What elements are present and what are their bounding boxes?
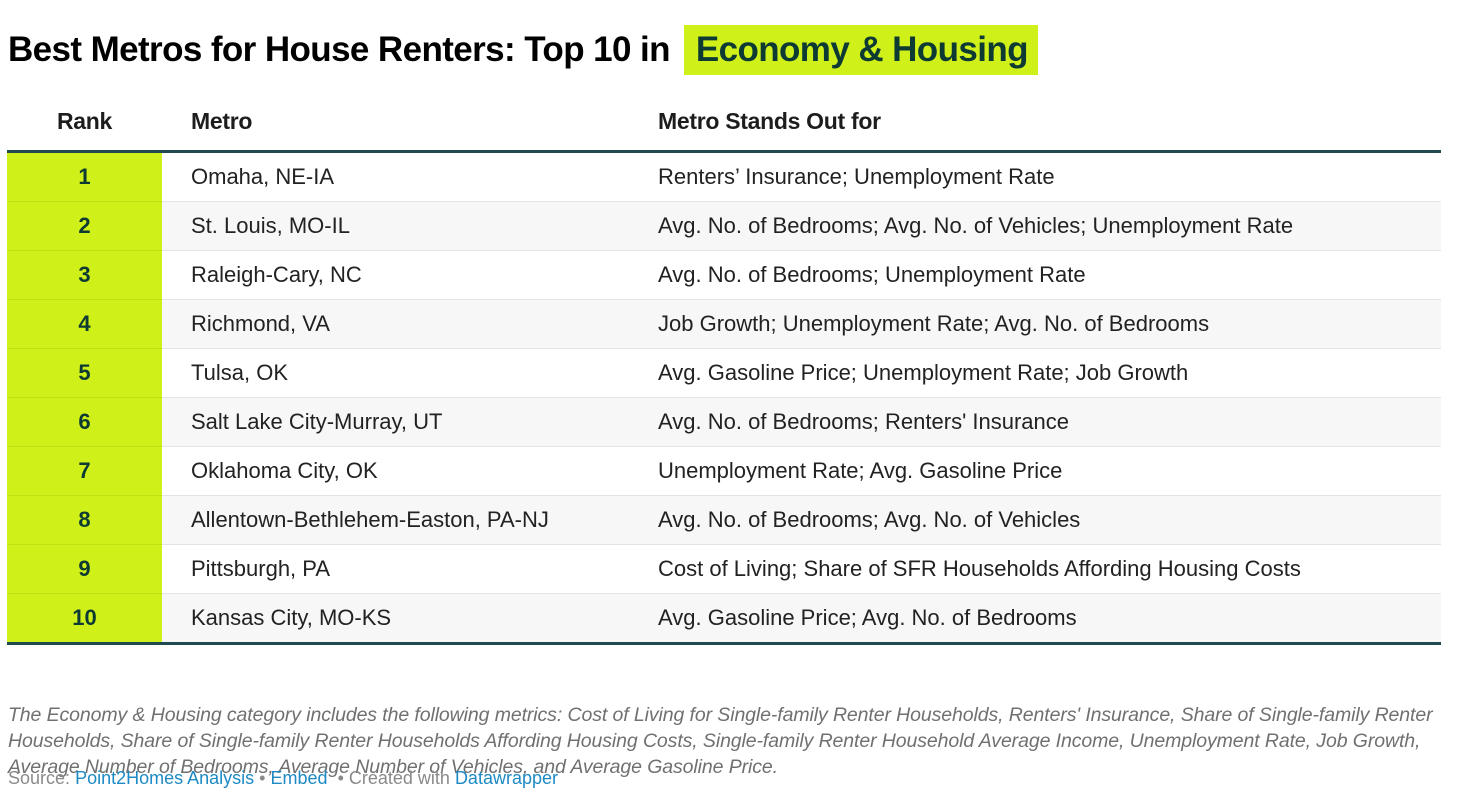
stands-out-cell: Job Growth; Unemployment Rate; Avg. No. … <box>628 299 1441 349</box>
title-prefix: Best Metros for House Renters: Top 10 in <box>8 30 670 70</box>
stands-out-cell: Avg. No. of Bedrooms; Avg. No. of Vehicl… <box>628 201 1441 251</box>
table-row: 3 Raleigh-Cary, NC Avg. No. of Bedrooms;… <box>7 250 1441 300</box>
stands-out-cell: Avg. Gasoline Price; Avg. No. of Bedroom… <box>628 593 1441 645</box>
rank-cell: 4 <box>7 299 162 349</box>
table-row: 9 Pittsburgh, PA Cost of Living; Share o… <box>7 544 1441 594</box>
rank-cell: 10 <box>7 593 162 645</box>
table-row: 6 Salt Lake City-Murray, UT Avg. No. of … <box>7 397 1441 447</box>
table-row: 8 Allentown-Bethlehem-Easton, PA-NJ Avg.… <box>7 495 1441 545</box>
datawrapper-link[interactable]: Datawrapper <box>454 768 558 788</box>
stands-out-cell: Unemployment Rate; Avg. Gasoline Price <box>628 446 1441 496</box>
stands-out-cell: Renters’ Insurance; Unemployment Rate <box>628 151 1441 202</box>
rank-cell: 9 <box>7 544 162 594</box>
rank-cell: 2 <box>7 201 162 251</box>
metro-cell: Omaha, NE-IA <box>162 151 628 202</box>
metro-cell: St. Louis, MO-IL <box>162 201 628 251</box>
stands-out-cell: Avg. Gasoline Price; Unemployment Rate; … <box>628 348 1441 398</box>
column-header-stands-out-for[interactable]: Metro Stands Out for <box>628 92 1441 153</box>
table-row: 4 Richmond, VA Job Growth; Unemployment … <box>7 299 1441 349</box>
rank-cell: 3 <box>7 250 162 300</box>
title-category-highlight: Economy & Housing <box>683 25 1038 76</box>
methodology-notes: The Economy & Housing category includes … <box>8 703 1433 778</box>
footer: Source: Point2Homes Analysis • Embed • C… <box>8 768 558 789</box>
source-label: Source: <box>8 768 71 788</box>
metro-cell: Tulsa, OK <box>162 348 628 398</box>
stands-out-cell: Avg. No. of Bedrooms; Unemployment Rate <box>628 250 1441 300</box>
chart-title: Best Metros for House Renters: Top 10 in… <box>8 25 1038 76</box>
created-with-label: • Created with <box>337 768 450 788</box>
rank-cell: 6 <box>7 397 162 447</box>
ranking-table: Rank Metro Metro Stands Out for 1 Omaha,… <box>7 92 1441 645</box>
table-row: 7 Oklahoma City, OK Unemployment Rate; A… <box>7 446 1441 496</box>
column-header-metro[interactable]: Metro <box>162 92 628 153</box>
rank-cell: 8 <box>7 495 162 545</box>
table-row: 2 St. Louis, MO-IL Avg. No. of Bedrooms;… <box>7 201 1441 251</box>
metro-cell: Raleigh-Cary, NC <box>162 250 628 300</box>
metro-cell: Allentown-Bethlehem-Easton, PA-NJ <box>162 495 628 545</box>
separator-dot: • <box>259 768 266 788</box>
metro-cell: Richmond, VA <box>162 299 628 349</box>
table-row: 10 Kansas City, MO-KS Avg. Gasoline Pric… <box>7 593 1441 645</box>
metro-cell: Kansas City, MO-KS <box>162 593 628 645</box>
stands-out-cell: Avg. No. of Bedrooms; Avg. No. of Vehicl… <box>628 495 1441 545</box>
stands-out-cell: Avg. No. of Bedrooms; Renters' Insurance <box>628 397 1441 447</box>
table-header-row: Rank Metro Metro Stands Out for <box>7 92 1441 153</box>
source-link[interactable]: Point2Homes Analysis <box>75 768 255 788</box>
rank-cell: 1 <box>7 151 162 202</box>
metro-cell: Pittsburgh, PA <box>162 544 628 594</box>
rank-cell: 5 <box>7 348 162 398</box>
stands-out-cell: Cost of Living; Share of SFR Households … <box>628 544 1441 594</box>
table-row: 5 Tulsa, OK Avg. Gasoline Price; Unemplo… <box>7 348 1441 398</box>
table-row: 1 Omaha, NE-IA Renters’ Insurance; Unemp… <box>7 151 1441 202</box>
metro-cell: Salt Lake City-Murray, UT <box>162 397 628 447</box>
rank-cell: 7 <box>7 446 162 496</box>
column-header-rank[interactable]: Rank <box>7 92 162 153</box>
metro-cell: Oklahoma City, OK <box>162 446 628 496</box>
embed-link[interactable]: Embed <box>270 768 328 788</box>
